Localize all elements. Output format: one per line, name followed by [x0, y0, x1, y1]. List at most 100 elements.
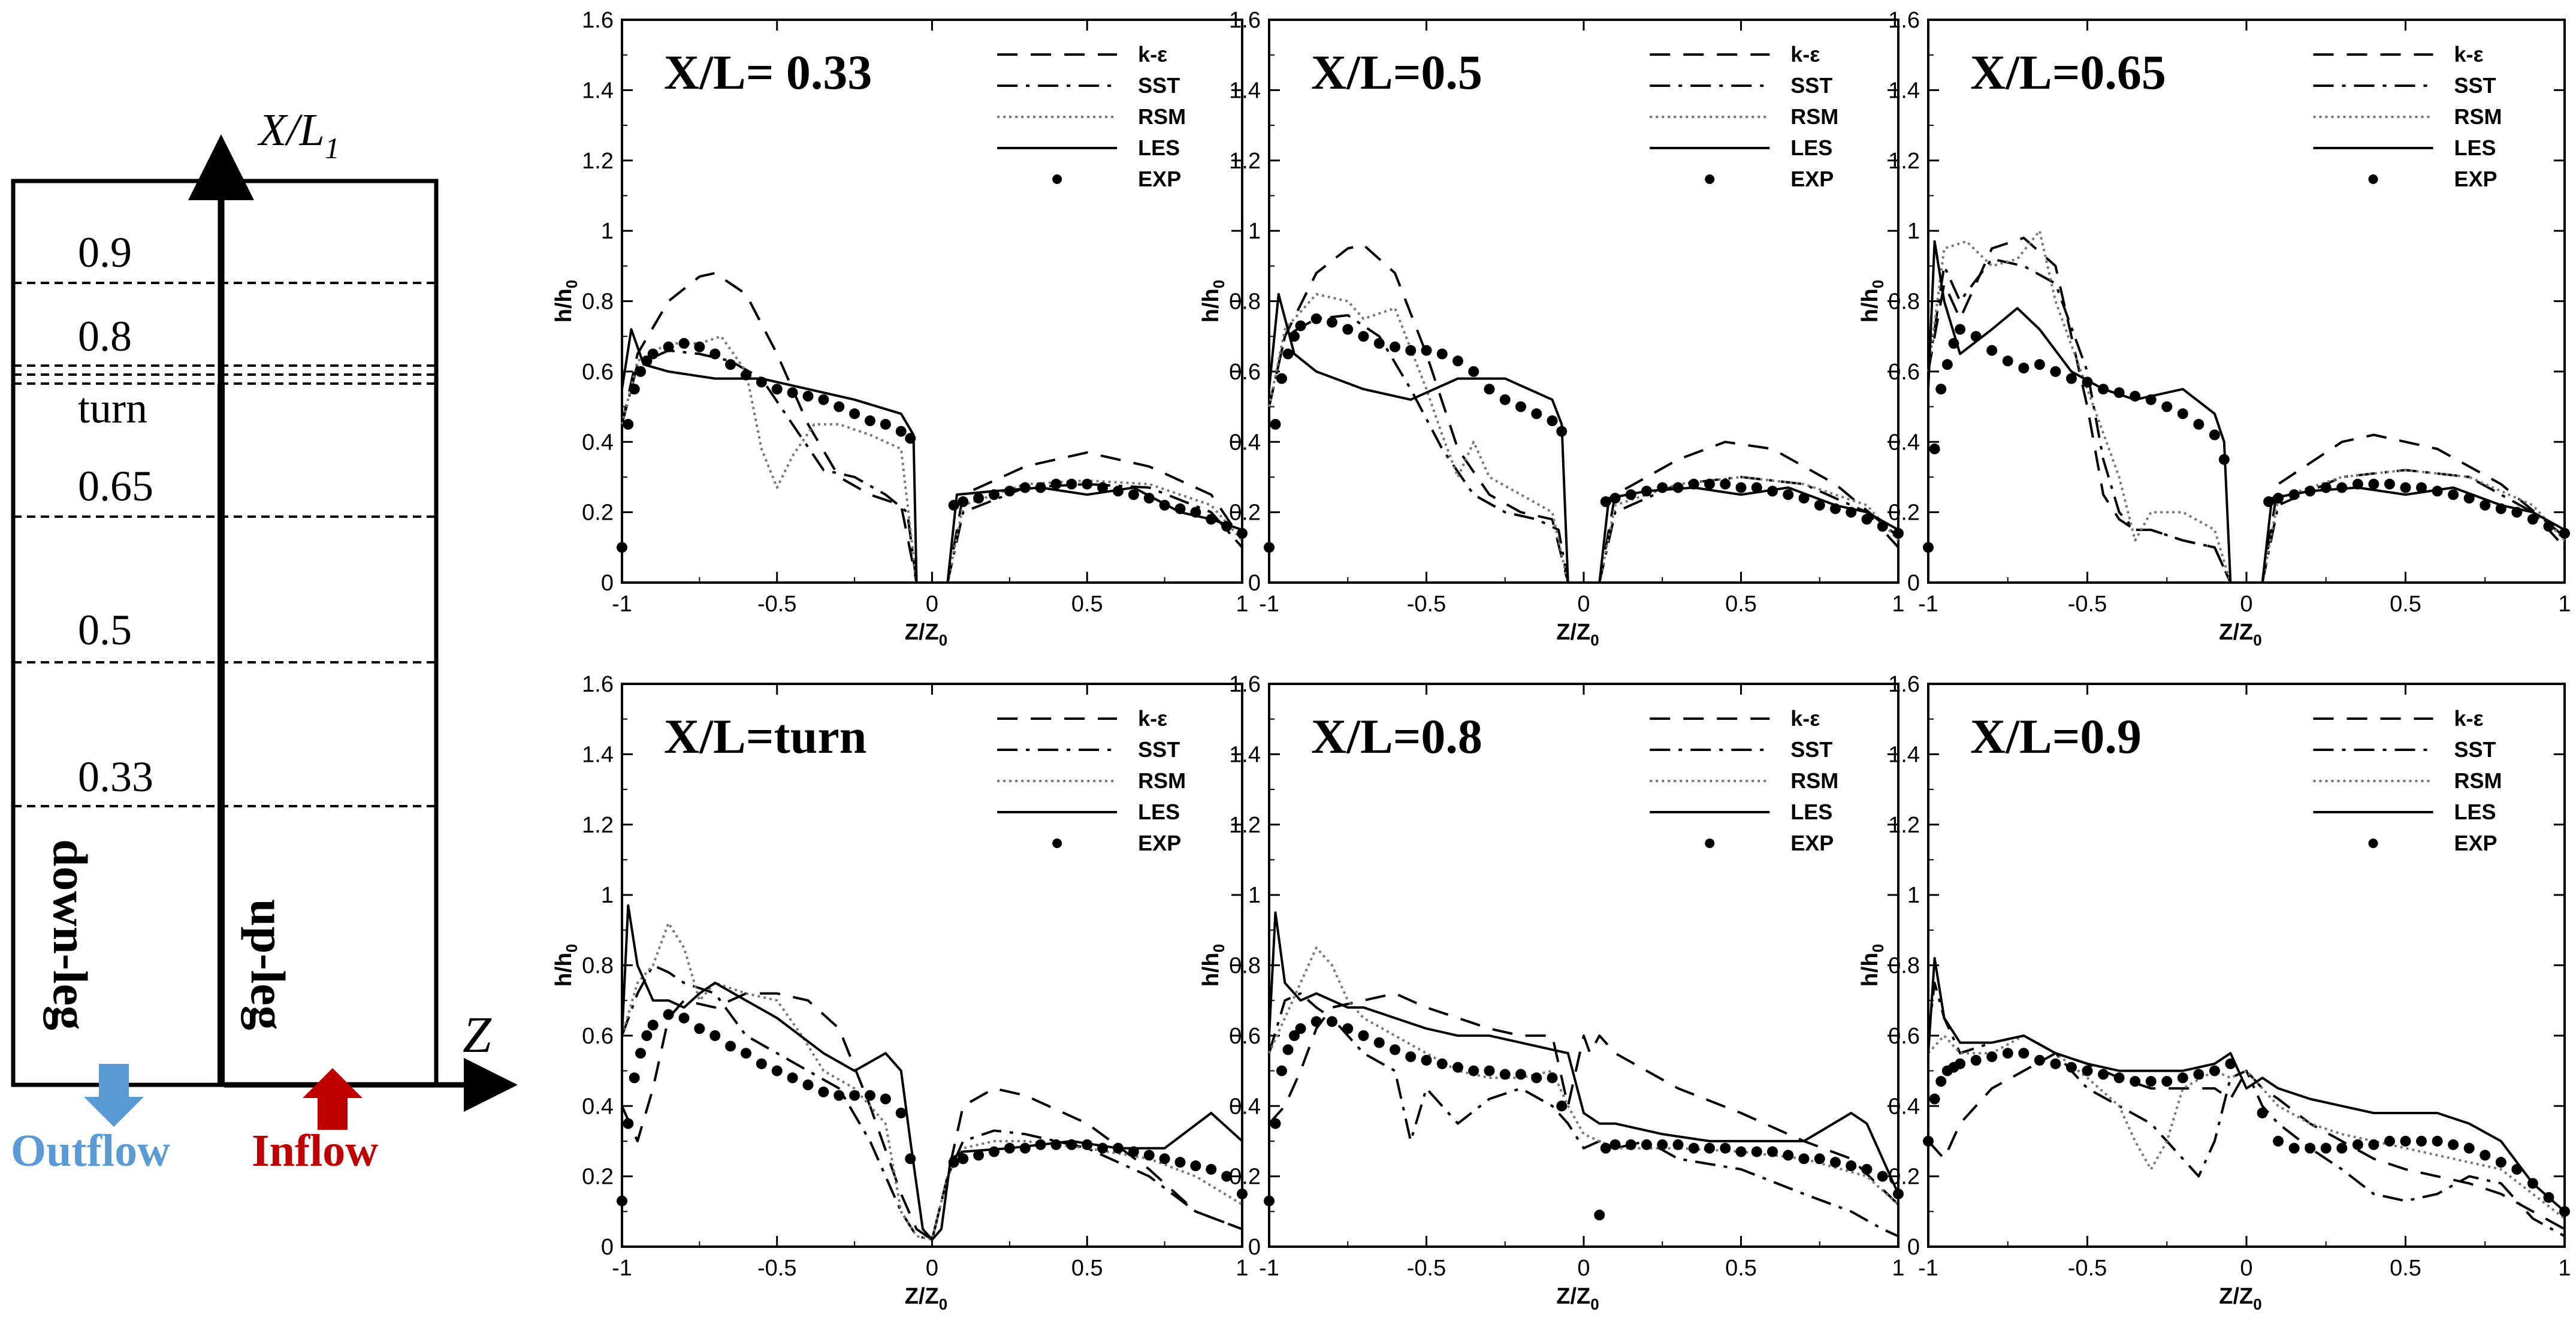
data-point: [2305, 1142, 2316, 1154]
plot-frame: [1927, 683, 2566, 1248]
x-axis-label: Z/Z0: [2219, 620, 2261, 649]
data-point: [2018, 363, 2030, 374]
y-tick-label: 0.4: [1229, 1094, 1261, 1119]
data-point: [1923, 1135, 1934, 1147]
x-tick-label: -1: [1259, 592, 1279, 617]
x-axis-label: X/L1: [257, 105, 340, 165]
data-point: [1941, 359, 1953, 370]
x-tick-label: 1: [1892, 1256, 1904, 1281]
data-point: [2065, 373, 2077, 384]
legend-label: k-ε: [1138, 706, 1167, 731]
geometry-diagram: 0.9 0.8 turn 0.65 0.5 0.33 X/L1 Z down-leg up…: [11, 105, 518, 1176]
data-point: [1923, 542, 1934, 553]
data-point: [1735, 482, 1747, 493]
y-tick-label: 0.6: [582, 360, 614, 385]
data-point: [973, 1150, 985, 1161]
data-point: [2368, 478, 2379, 490]
legend-label: LES: [1790, 800, 1832, 824]
legend-label: SST: [1138, 73, 1180, 98]
data-point: [678, 337, 690, 349]
data-point: [629, 1072, 640, 1084]
x-tick-label: -0.5: [2068, 592, 2107, 617]
data-point: [818, 1086, 829, 1097]
data-point: [1672, 1139, 1684, 1150]
data-point: [2082, 376, 2093, 388]
legend-label: RSM: [1138, 104, 1186, 129]
data-point: [1327, 1016, 1337, 1027]
y-tick-label: 0.2: [1888, 500, 1920, 526]
x-axis-label: Z/Z0: [1556, 1284, 1599, 1313]
x-tick-label: -0.5: [757, 592, 796, 617]
data-point: [1767, 1146, 1778, 1157]
chart-panel-2: 0 0.2 0.4 0.6 0.8 1 1.2 1.4 1.6 -1 -0.5 0 0.5 1 Z/Z0 h/…: [1198, 8, 1905, 649]
data-point: [1688, 478, 1699, 490]
series-line: [621, 904, 1243, 1241]
y-tick-label: 1: [1248, 219, 1261, 244]
data-point: [2273, 1135, 2284, 1147]
legend-marker: [1705, 174, 1715, 184]
data-point: [709, 1030, 721, 1041]
data-point: [1814, 499, 1825, 511]
data-point: [1004, 485, 1015, 497]
data-point: [1877, 1171, 1888, 1182]
x-tick-label: 0.5: [2390, 592, 2421, 617]
legend-label: EXP: [1790, 831, 1834, 855]
data-point: [2098, 384, 2109, 395]
data-point: [2400, 1135, 2411, 1147]
data-point: [2511, 506, 2523, 518]
y-tick-label: 0.4: [1229, 430, 1261, 455]
legend-marker: [2368, 174, 2378, 184]
data-point: [818, 394, 829, 405]
data-point: [1484, 384, 1495, 395]
data-point: [2113, 1072, 2125, 1084]
x-tick-label: 0.5: [1071, 1256, 1103, 1281]
series-line: [1268, 243, 1899, 583]
data-point: [865, 415, 875, 427]
data-point: [1798, 493, 1810, 504]
data-point: [1452, 1061, 1463, 1073]
series-line: [1927, 240, 2565, 583]
series-line: [1268, 992, 1899, 1238]
data-point: [1358, 1030, 1369, 1041]
data-point: [1720, 478, 1731, 490]
data-point: [2263, 496, 2275, 508]
data-point: [2273, 493, 2284, 504]
inflow-label: Inflow: [252, 1126, 378, 1176]
x-tick-label: 1: [2558, 592, 2571, 617]
data-point: [663, 1009, 674, 1020]
data-point: [1767, 485, 1778, 497]
legend-label: EXP: [1138, 167, 1181, 191]
data-point: [1861, 514, 1873, 525]
data-point: [1373, 1037, 1385, 1048]
data-point: [1484, 1065, 1495, 1076]
y-tick-label: 1: [1907, 219, 1920, 244]
data-point: [756, 1058, 767, 1069]
x-tick-label: 0.5: [2390, 1256, 2421, 1281]
data-point: [1935, 1076, 1947, 1087]
data-point: [2559, 1206, 2570, 1217]
data-point: [1625, 1139, 1636, 1150]
data-point: [2177, 408, 2188, 420]
data-point: [2209, 429, 2220, 441]
data-point: [1955, 324, 1966, 335]
data-point: [1390, 1044, 1400, 1055]
data-point: [623, 1118, 634, 1129]
x-tick-label: -1: [1259, 1256, 1279, 1281]
data-point: [1846, 1160, 1857, 1172]
data-point: [2352, 478, 2363, 490]
data-point: [1688, 1142, 1699, 1154]
data-point: [2320, 1142, 2332, 1154]
y-tick-label: 1: [1248, 883, 1261, 908]
x-tick-label: -1: [612, 592, 632, 617]
y-tick-label: 1: [601, 883, 614, 908]
data-point: [1830, 503, 1841, 514]
data-point: [1641, 1139, 1652, 1150]
y-axis-label: h/h0: [1198, 280, 1228, 322]
data-point: [725, 1041, 736, 1052]
x-tick-label: 1: [1236, 592, 1248, 617]
data-point: [895, 426, 907, 437]
data-point: [2050, 1058, 2061, 1069]
data-point: [2448, 1139, 2459, 1150]
data-point: [1327, 316, 1337, 328]
data-point: [948, 1157, 959, 1168]
